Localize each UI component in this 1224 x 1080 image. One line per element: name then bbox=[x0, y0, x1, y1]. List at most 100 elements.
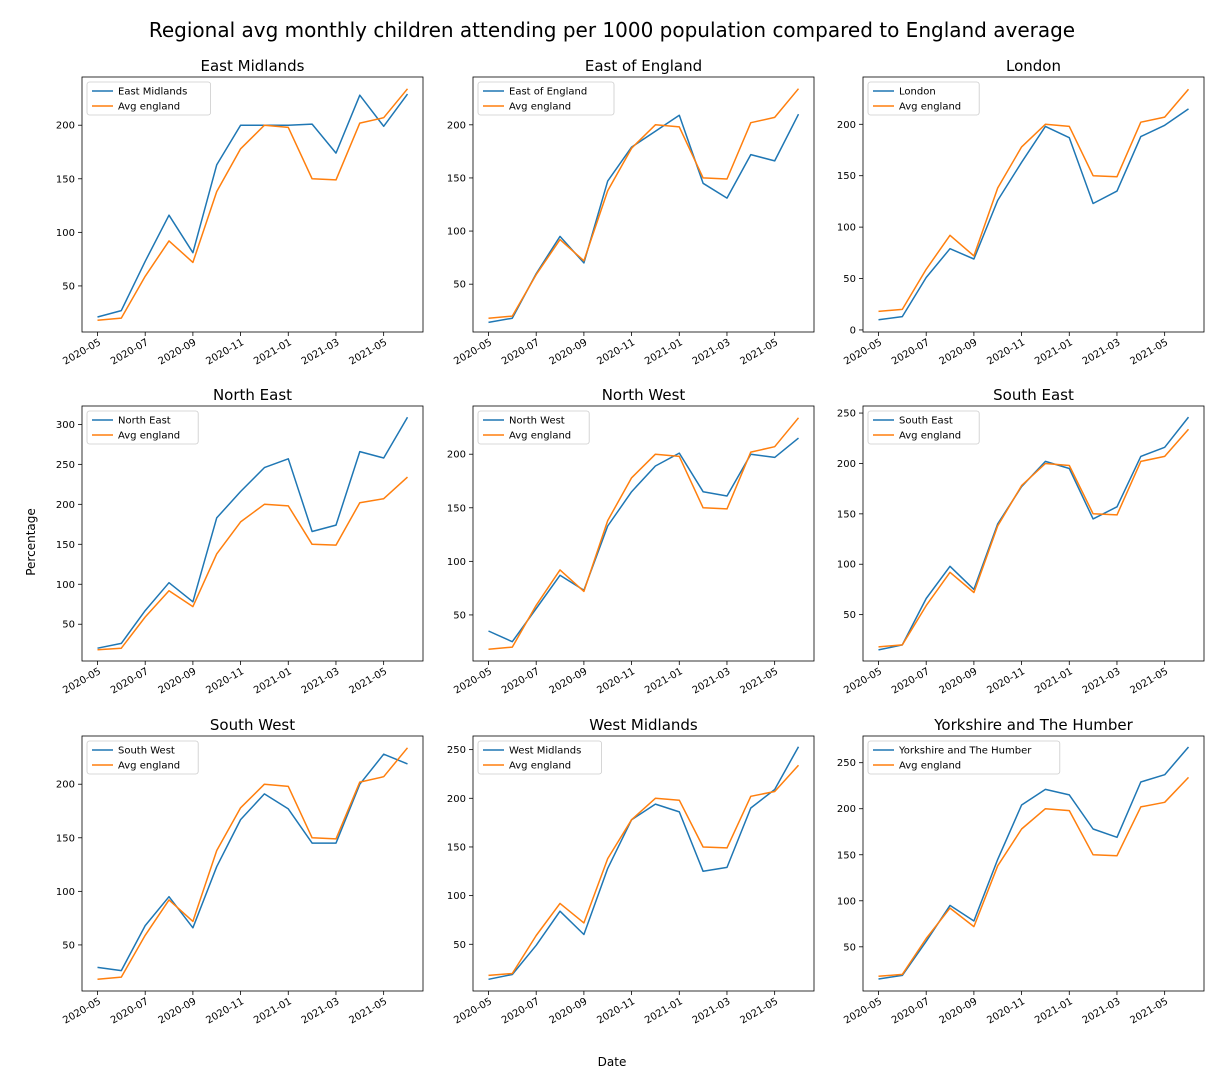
y-tick-label: 200 bbox=[837, 459, 856, 470]
y-tick-label: 50 bbox=[453, 610, 466, 621]
x-tick-label: 2021-01 bbox=[643, 666, 685, 696]
series-line bbox=[878, 776, 1190, 978]
x-tick-label: 2020-09 bbox=[938, 996, 980, 1026]
x-tick-label: 2020-09 bbox=[548, 337, 590, 367]
x-tick-label: 2021-03 bbox=[300, 996, 342, 1026]
y-tick-label: 150 bbox=[447, 842, 466, 853]
panel-title: East of England bbox=[585, 57, 702, 75]
y-tick-label: 150 bbox=[837, 850, 856, 861]
x-tick-label: 2021-05 bbox=[1128, 666, 1170, 696]
y-tick-label: 250 bbox=[837, 409, 856, 420]
y-tick-label: 50 bbox=[843, 274, 856, 285]
legend-label: East Midlands bbox=[118, 87, 187, 98]
y-tick-label: 300 bbox=[56, 420, 75, 431]
y-tick-label: 200 bbox=[447, 794, 466, 805]
x-tick-label: 2021-01 bbox=[643, 337, 685, 367]
y-tick-label: 150 bbox=[837, 509, 856, 520]
legend-label: Avg england bbox=[509, 761, 571, 772]
x-tick-label: 2020-11 bbox=[985, 337, 1027, 367]
legend-label: London bbox=[899, 87, 936, 98]
x-tick-label: 2020-11 bbox=[595, 666, 637, 696]
legend-label: Avg england bbox=[118, 431, 180, 442]
y-tick-label: 200 bbox=[56, 500, 75, 511]
x-tick-label: 2021-05 bbox=[347, 996, 389, 1026]
y-tick-label: 0 bbox=[850, 325, 856, 336]
legend-label: Avg england bbox=[118, 761, 180, 772]
x-tick-label: 2021-01 bbox=[1033, 666, 1075, 696]
x-tick-label: 2021-01 bbox=[1033, 337, 1075, 367]
x-tick-label: 2020-11 bbox=[204, 996, 246, 1026]
series-line bbox=[97, 753, 408, 972]
x-tick-label: 2021-03 bbox=[300, 666, 342, 696]
axes-frame bbox=[862, 735, 1205, 992]
x-tick-label: 2020-11 bbox=[595, 337, 637, 367]
legend-label: Yorkshire and The Humber bbox=[898, 746, 1032, 757]
y-tick-label: 50 bbox=[62, 940, 75, 951]
legend bbox=[867, 740, 1061, 775]
legend bbox=[867, 410, 980, 445]
y-tick-label: 50 bbox=[843, 610, 856, 621]
axes-frame bbox=[81, 735, 424, 992]
panel-title: West Midlands bbox=[589, 716, 698, 734]
legend-label: Avg england bbox=[899, 102, 961, 113]
legend bbox=[86, 740, 199, 775]
x-tick-label: 2021-01 bbox=[252, 996, 294, 1026]
x-tick-label: 2021-03 bbox=[691, 337, 733, 367]
y-tick-label: 200 bbox=[447, 450, 466, 461]
series-line bbox=[488, 88, 800, 319]
axes-frame bbox=[81, 76, 424, 333]
y-tick-label: 100 bbox=[56, 887, 75, 898]
x-tick-label: 2020-07 bbox=[109, 996, 151, 1026]
legend-label: West Midlands bbox=[509, 746, 581, 757]
x-tick-label: 2021-05 bbox=[738, 337, 780, 367]
series-line bbox=[878, 428, 1190, 648]
legend-label: Avg england bbox=[899, 431, 961, 442]
x-tick-label: 2021-03 bbox=[1081, 666, 1123, 696]
x-tick-label: 2020-09 bbox=[548, 666, 590, 696]
x-tick-label: 2020-07 bbox=[500, 996, 542, 1026]
x-tick-label: 2020-07 bbox=[500, 337, 542, 367]
series-line bbox=[488, 746, 800, 981]
panel-title: East Midlands bbox=[201, 57, 305, 75]
x-tick-label: 2021-01 bbox=[252, 337, 294, 367]
x-tick-label: 2020-05 bbox=[61, 666, 103, 696]
y-tick-label: 250 bbox=[837, 758, 856, 769]
x-tick-label: 2020-05 bbox=[842, 666, 884, 696]
x-tick-label: 2021-05 bbox=[738, 666, 780, 696]
y-tick-label: 150 bbox=[56, 833, 75, 844]
x-tick-label: 2020-05 bbox=[452, 996, 494, 1026]
series-line bbox=[878, 416, 1190, 651]
series-line bbox=[97, 93, 409, 318]
panel-title: London bbox=[1006, 57, 1061, 75]
y-tick-label: 200 bbox=[56, 780, 75, 791]
x-tick-label: 2020-09 bbox=[157, 337, 199, 367]
x-tick-label: 2021-05 bbox=[347, 337, 389, 367]
chart-panel: Yorkshire and The Humber 50 100 150 200 250 20… bbox=[837, 716, 1205, 1026]
y-tick-label: 150 bbox=[837, 171, 856, 182]
legend-label: Avg england bbox=[509, 102, 571, 113]
x-tick-label: 2020-05 bbox=[452, 337, 494, 367]
x-tick-label: 2020-07 bbox=[890, 337, 932, 367]
axes-frame bbox=[472, 76, 815, 333]
x-tick-label: 2020-09 bbox=[157, 996, 199, 1026]
y-tick-label: 50 bbox=[843, 942, 856, 953]
legend bbox=[477, 410, 590, 445]
x-tick-label: 2021-03 bbox=[1081, 337, 1123, 367]
legend-label: North West bbox=[509, 416, 565, 427]
legend-label: Avg england bbox=[899, 761, 961, 772]
x-tick-label: 2021-03 bbox=[300, 337, 342, 367]
x-tick-label: 2020-05 bbox=[842, 337, 884, 367]
x-tick-label: 2021-05 bbox=[347, 666, 389, 696]
legend bbox=[86, 81, 211, 116]
y-tick-label: 100 bbox=[447, 557, 466, 568]
series-line bbox=[97, 476, 409, 651]
x-tick-label: 2020-11 bbox=[595, 996, 637, 1026]
x-tick-label: 2020-11 bbox=[204, 666, 246, 696]
legend-label: Avg england bbox=[118, 102, 180, 113]
legend-label: Avg england bbox=[509, 431, 571, 442]
panel-title: South West bbox=[210, 716, 295, 734]
panel-title: North East bbox=[213, 386, 292, 404]
